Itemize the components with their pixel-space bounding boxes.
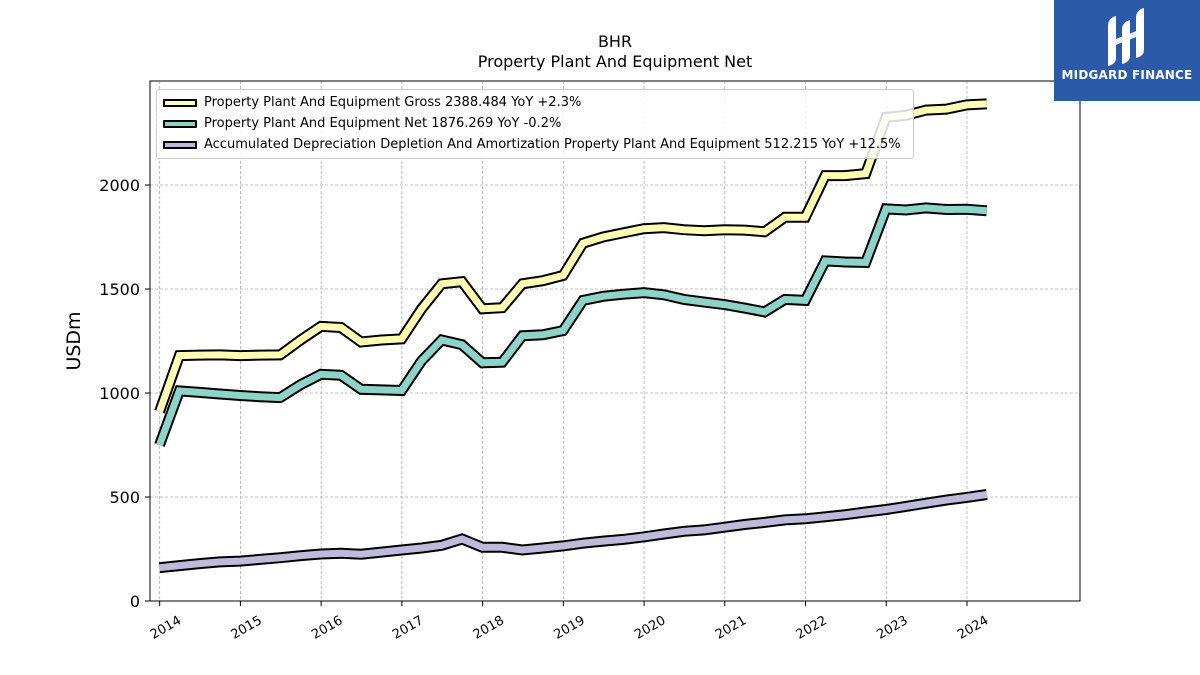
x-tick-label: 2018 [471, 613, 507, 643]
x-tick-label: 2021 [713, 613, 749, 643]
y-tick-label: 0 [130, 592, 140, 611]
x-tick-label: 2024 [955, 613, 991, 643]
y-axis-label: USDm [63, 311, 85, 370]
x-tick-label: 2016 [309, 613, 345, 643]
x-tick-label: 2017 [390, 613, 426, 643]
legend-item-depreciation: Accumulated Depreciation Depletion And A… [161, 134, 907, 155]
legend-swatch-net [163, 119, 197, 128]
plot-frame [149, 80, 1081, 602]
axis-ticks: 0 500 1000 1500 2000 2014 2015 2016 2017 2018 2019… [99, 176, 991, 643]
series-line-depreciation [159, 491, 988, 572]
midgard-finance-logo: MIDGARD FINANCE [1054, 0, 1200, 101]
x-tick-label: 2019 [552, 613, 588, 643]
chart-title-metric: Property Plant And Equipment Net [477, 52, 753, 71]
y-tick-label: 500 [109, 488, 140, 507]
series-line-gross [156, 100, 987, 413]
series-layer [154, 98, 988, 574]
x-tick-label: 2015 [229, 613, 265, 643]
x-tick-label: 2014 [148, 613, 184, 643]
x-tick-label: 2022 [794, 613, 830, 643]
y-tick-label: 1500 [99, 280, 140, 299]
legend-item-net: Property Plant And Equipment Net 1876.26… [161, 113, 907, 134]
x-tick-label: 2020 [632, 613, 668, 643]
legend-item-gross: Property Plant And Equipment Gross 2388.… [161, 92, 907, 113]
y-tick-label: 1000 [99, 384, 140, 403]
midgard-logo-icon [1108, 8, 1144, 66]
x-tick-label: 2023 [874, 613, 910, 643]
grid-lines [150, 81, 1080, 601]
legend-swatch-depreciation [163, 140, 197, 149]
legend-label-net: Property Plant And Equipment Net 1876.26… [204, 116, 562, 131]
chart-title-ticker: BHR [597, 32, 633, 51]
legend-swatch-gross [163, 98, 197, 107]
y-tick-label: 2000 [99, 176, 140, 195]
logo-text: MIDGARD FINANCE [1061, 68, 1193, 82]
series-line-net [156, 204, 988, 447]
series-outline-net [154, 202, 988, 447]
legend-label-gross: Property Plant And Equipment Gross 2388.… [204, 95, 582, 110]
legend-label-depreciation: Accumulated Depreciation Depletion And A… [204, 137, 901, 152]
chart-legend: Property Plant And Equipment Gross 2388.… [156, 89, 914, 159]
